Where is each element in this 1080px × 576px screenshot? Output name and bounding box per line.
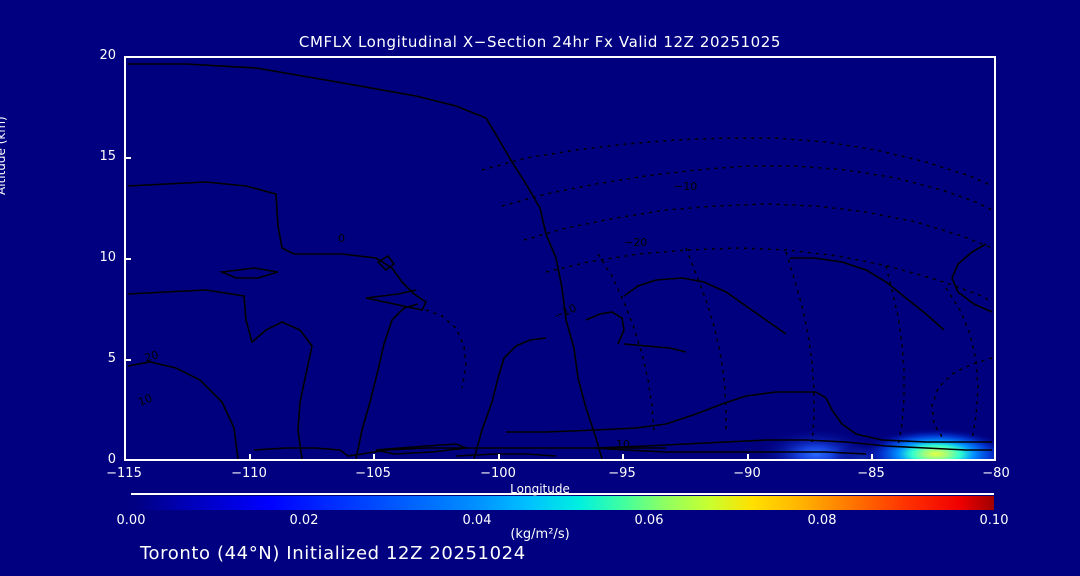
- contour-path-9: [585, 311, 625, 345]
- x-tickmark-neg80: [994, 454, 996, 461]
- x-tickmark-neg115: [124, 454, 126, 461]
- y-tickmark-10: [124, 258, 131, 260]
- contour-path-18: [593, 439, 992, 451]
- contour-path-12: [790, 257, 945, 331]
- x-tickmark-neg95: [622, 454, 624, 461]
- contour-label-10-left: 10: [136, 391, 154, 408]
- y-axis-label: Altitude (km): [0, 116, 8, 195]
- plume-primary: [860, 428, 994, 459]
- contour-path-3: [127, 289, 313, 459]
- contour-path-15: [253, 447, 666, 457]
- contour-path-8: [376, 254, 396, 272]
- dashed-path-6: [685, 247, 727, 432]
- contour-path-14: [506, 391, 992, 443]
- y-tickmark-0: [124, 459, 131, 461]
- colorbar-top-rule: [131, 493, 994, 495]
- x-tickmark-neg110: [249, 454, 251, 461]
- colorbar-tick-0.06: 0.06: [634, 513, 664, 528]
- x-tick-neg100: −100: [480, 466, 516, 481]
- colorbar-gradient: [131, 496, 994, 510]
- contours-solid: [127, 63, 993, 459]
- contour-label-20: 20: [143, 348, 160, 365]
- contour-path-17: [375, 443, 467, 455]
- colorbar-units-label: (kg/m²/s): [510, 527, 570, 542]
- x-tick-neg115: −115: [106, 466, 142, 481]
- colorbar-tick-0.04: 0.04: [462, 513, 492, 528]
- contour-path-16: [455, 453, 557, 457]
- contour-path-5: [355, 303, 419, 459]
- plot-area: 20 10 0 −10 −20 −10 10: [124, 56, 996, 461]
- y-tickmark-20: [124, 56, 131, 58]
- x-tick-neg95: −95: [608, 466, 636, 481]
- y-tick-5: 5: [107, 351, 116, 366]
- y-tick-0: 0: [107, 452, 116, 467]
- contour-label-neg10: −10: [674, 180, 697, 193]
- contour-path-2: [127, 181, 428, 311]
- y-tick-15: 15: [99, 149, 116, 164]
- contour-path-4: [127, 361, 239, 459]
- contour-label-0: 0: [338, 232, 345, 245]
- contour-path-7: [218, 267, 279, 279]
- contour-path-1: [128, 63, 603, 459]
- contour-path-13: [951, 243, 993, 313]
- x-axis-label: Longitude: [510, 482, 570, 496]
- dashed-path-10: [945, 287, 979, 441]
- x-tick-neg85: −85: [857, 466, 885, 481]
- y-tickmark-15: [124, 157, 131, 159]
- contour-path-6: [473, 337, 547, 459]
- x-tickmark-neg85: [871, 454, 873, 461]
- colorbar-tick-0.00: 0.00: [116, 513, 146, 528]
- colorbar-tick-0.02: 0.02: [289, 513, 319, 528]
- contour-path-19: [593, 447, 867, 455]
- contour-path-10: [623, 343, 687, 353]
- contour-label-neg20: −20: [624, 236, 647, 249]
- contour-path-11: [623, 277, 787, 335]
- dashed-path-1: [501, 165, 993, 211]
- x-tick-neg90: −90: [733, 466, 761, 481]
- x-tick-neg105: −105: [355, 466, 391, 481]
- x-tickmark-neg90: [747, 454, 749, 461]
- x-tick-neg80: −80: [982, 466, 1010, 481]
- x-tick-neg110: −110: [231, 466, 267, 481]
- y-tick-20: 20: [99, 48, 116, 63]
- contours-dashed: [425, 137, 993, 447]
- y-tickmark-5: [124, 359, 131, 361]
- chart-title: CMFLX Longitudinal X−Section 24hr Fx Val…: [298, 33, 782, 51]
- field-background: [126, 58, 994, 459]
- contour-label-10-bottom: 10: [616, 438, 630, 451]
- dashed-path-5: [597, 253, 655, 433]
- x-tickmark-neg100: [498, 454, 500, 461]
- x-tickmark-neg105: [373, 454, 375, 461]
- plot-canvas: 20 10 0 −10 −20 −10 10: [126, 58, 994, 459]
- y-tick-10: 10: [99, 250, 116, 265]
- colorbar-strip: [131, 493, 994, 510]
- dashed-path-7: [785, 251, 815, 443]
- figure-caption: Toronto (44°N) Initialized 12Z 20251024: [140, 543, 526, 564]
- colorbar-tick-0.08: 0.08: [807, 513, 837, 528]
- dashed-path-4: [481, 137, 993, 187]
- colorbar-tick-0.10: 0.10: [979, 513, 1009, 528]
